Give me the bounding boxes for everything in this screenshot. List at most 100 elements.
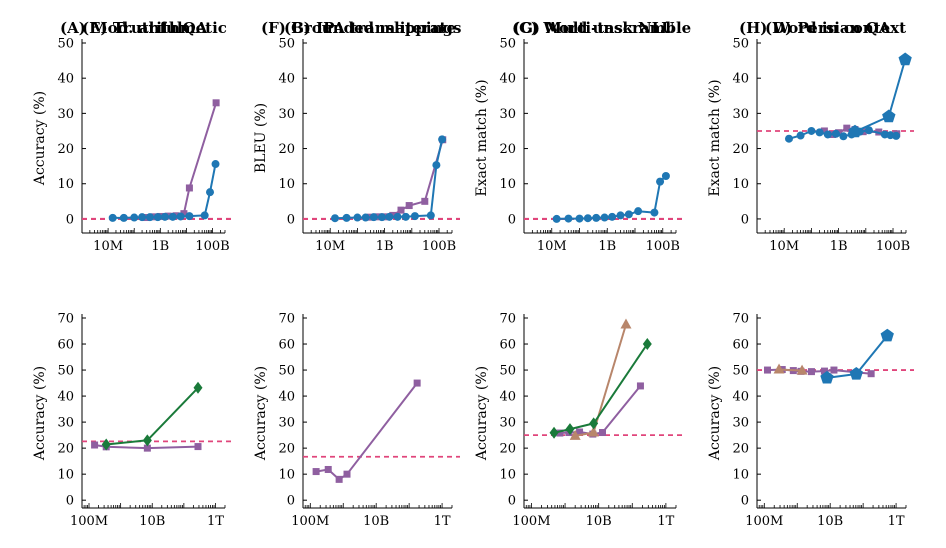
data-point (598, 429, 606, 437)
x-tick-label: 1B (598, 239, 616, 254)
data-point (587, 426, 599, 437)
data-point (549, 426, 559, 439)
y-tick-label: 10 (499, 177, 516, 192)
y-axis-label: Accuracy (%) (253, 366, 269, 461)
data-point (324, 465, 332, 473)
series-line (334, 139, 444, 220)
series-1 (784, 126, 901, 143)
data-point (849, 367, 863, 380)
data-point (583, 214, 592, 223)
y-tick-label: 0 (287, 494, 295, 509)
y-axis-label: Exact match (%) (474, 79, 490, 196)
y-tick-label: 0 (741, 494, 749, 509)
data-point (130, 213, 139, 222)
x-tick-label: 100M (745, 514, 783, 529)
data-point (784, 134, 793, 143)
series-2 (820, 328, 894, 384)
data-point (552, 214, 561, 223)
data-point (393, 212, 402, 221)
panel-e: (E) TruthfulQA 0 10 20 30 40 50 60 70 100M 10B 1T Ac… (32, 19, 233, 529)
data-point (385, 212, 394, 221)
x-tick-label: 10B (139, 514, 165, 529)
x-tick-label: 10M (537, 239, 567, 254)
data-point (823, 130, 832, 139)
data-point (401, 212, 410, 221)
data-point (413, 379, 421, 387)
data-point (160, 212, 169, 221)
data-point (589, 417, 599, 430)
y-tick-label: 30 (57, 416, 74, 431)
y-tick-label: 60 (57, 338, 74, 353)
y-tick-label: 70 (57, 312, 74, 327)
x-tick-label: 1B (151, 239, 169, 254)
panel-a: (A) Mod. arithmetic 0 10 20 30 40 50 10M 1B 100B A… (32, 19, 233, 254)
data-point (882, 109, 896, 123)
panel-title: (H) Word in context (739, 19, 906, 37)
y-tick-label: 50 (499, 364, 516, 379)
y-tick-label: 20 (499, 142, 516, 157)
data-point (600, 213, 609, 222)
data-point (108, 213, 117, 222)
data-point (361, 213, 370, 222)
y-axis-label: Exact match (%) (707, 79, 723, 196)
x-tick-label: 1B (830, 239, 848, 254)
y-tick-label: 70 (732, 312, 749, 327)
series-line (553, 343, 649, 434)
y-tick-label: 40 (278, 72, 295, 87)
data-point (807, 368, 815, 376)
y-tick-label: 10 (732, 177, 749, 192)
series-2 (549, 338, 652, 439)
data-point (206, 188, 215, 197)
y-tick-label: 30 (278, 416, 295, 431)
y-tick-label: 50 (57, 37, 74, 52)
x-tick-label: 100M (512, 514, 550, 529)
series-line (854, 59, 907, 133)
y-tick-label: 40 (57, 72, 74, 87)
series-0 (312, 379, 421, 483)
y-tick-label: 10 (732, 468, 749, 483)
y-tick-label: 30 (499, 416, 516, 431)
data-point (330, 214, 339, 223)
data-point (194, 443, 202, 451)
y-tick-label: 20 (57, 142, 74, 157)
y-tick-label: 60 (732, 338, 749, 353)
panel-title: (B) IPA transliterate (284, 19, 456, 37)
series-1 (108, 160, 220, 222)
data-point (592, 213, 601, 222)
data-point (335, 475, 343, 483)
data-point (620, 318, 632, 329)
data-point (616, 211, 625, 220)
data-point (565, 423, 575, 436)
panel-title: (A) Mod. arithmetic (60, 19, 227, 37)
data-point (342, 213, 351, 222)
data-point (312, 468, 320, 476)
series-line (106, 387, 199, 446)
data-point (796, 131, 805, 140)
data-point (211, 160, 220, 169)
y-tick-label: 50 (278, 364, 295, 379)
data-point (405, 202, 413, 210)
data-point (185, 212, 194, 221)
x-tick-label: 1T (434, 514, 451, 529)
data-point (432, 161, 441, 170)
series-2 (848, 52, 912, 138)
y-tick-label: 70 (499, 312, 516, 327)
data-point (119, 213, 128, 222)
x-tick-label: 100M (291, 514, 329, 529)
data-point (764, 366, 772, 374)
data-point (642, 338, 652, 351)
data-point (656, 177, 665, 186)
x-tick-label: 1B (376, 239, 394, 254)
x-tick-label: 10B (363, 514, 389, 529)
data-point (820, 370, 834, 384)
data-point (815, 128, 824, 137)
data-point (556, 429, 564, 437)
y-tick-label: 10 (278, 468, 295, 483)
data-point (438, 135, 447, 144)
y-axis-label: Accuracy (%) (474, 366, 490, 461)
y-tick-label: 40 (57, 390, 74, 405)
series-line (146, 102, 218, 219)
y-tick-label: 40 (499, 72, 516, 87)
data-point (421, 197, 429, 205)
